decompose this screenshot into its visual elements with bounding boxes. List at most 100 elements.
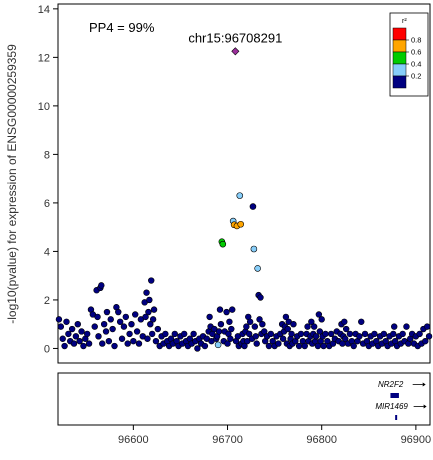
data-point: [162, 331, 168, 337]
data-point: [417, 331, 423, 337]
data-point: [250, 204, 256, 210]
data-point: [362, 331, 368, 337]
data-point: [358, 319, 364, 325]
data-point: [60, 336, 66, 342]
data-point: [228, 326, 234, 332]
data-point: [216, 329, 222, 335]
data-point: [104, 309, 110, 315]
legend-label: 0.6: [411, 48, 421, 57]
data-point: [106, 338, 112, 344]
data-point: [258, 295, 264, 301]
data-point: [311, 324, 317, 330]
data-point: [323, 331, 329, 337]
y-tick-label: 12: [38, 52, 50, 64]
data-point: [313, 333, 319, 339]
data-point: [328, 331, 334, 337]
data-point: [119, 336, 125, 342]
data-point: [62, 343, 68, 349]
legend-title: r²: [402, 18, 407, 25]
legend-label: 0.4: [411, 60, 421, 69]
data-point: [220, 241, 226, 247]
data-point: [291, 321, 297, 327]
data-point: [422, 338, 428, 344]
data-point: [321, 343, 327, 349]
data-point: [71, 341, 77, 347]
data-point: [400, 331, 406, 337]
pp4-annotation: PP4 = 99%: [89, 20, 155, 35]
data-point: [69, 326, 75, 332]
data-point: [253, 333, 259, 339]
data-point: [98, 282, 104, 288]
data-point: [305, 324, 311, 330]
data-point: [372, 331, 378, 337]
x-tick-label: 96900: [401, 434, 432, 446]
data-point: [136, 341, 142, 347]
data-point: [81, 343, 87, 349]
data-point: [75, 321, 81, 327]
data-point: [58, 324, 64, 330]
highlighted-points: [215, 48, 261, 348]
data-point: [319, 316, 325, 322]
data-point: [351, 343, 357, 349]
main-plot-frame: [58, 4, 430, 363]
gene-label: MIR1469: [375, 402, 408, 411]
data-point: [229, 307, 235, 313]
x-tick-label: 96700: [212, 434, 243, 446]
data-point: [391, 324, 397, 330]
data-point: [275, 341, 281, 347]
y-tick-label: 2: [44, 295, 50, 307]
data-point: [390, 331, 396, 337]
data-point: [144, 290, 150, 296]
lead-snp-point: [232, 48, 239, 55]
data-point: [215, 342, 221, 348]
data-point: [84, 331, 90, 337]
data-point: [129, 321, 135, 327]
data-point: [117, 319, 123, 325]
data-point: [296, 343, 302, 349]
data-point: [92, 324, 98, 330]
data-point: [424, 324, 430, 330]
y-tick-label: 6: [44, 198, 50, 210]
data-point: [151, 307, 157, 313]
data-point: [153, 338, 159, 344]
data-point: [103, 329, 109, 335]
data-point: [96, 333, 102, 339]
data-point: [252, 324, 258, 330]
legend-swatch: [393, 52, 406, 64]
data-point: [65, 331, 71, 337]
data-point: [148, 278, 154, 284]
data-point: [134, 329, 140, 335]
background-points: [56, 278, 432, 352]
gene-body: [395, 415, 397, 420]
data-point: [202, 343, 208, 349]
data-point: [343, 326, 349, 332]
legend-label: 0.8: [411, 36, 421, 45]
data-point: [121, 324, 127, 330]
r2-legend: r² 0.80.60.40.2: [390, 13, 428, 96]
data-point: [127, 331, 133, 337]
data-point: [181, 331, 187, 337]
data-point: [146, 297, 152, 303]
gene-label: NR2F2: [378, 380, 404, 389]
y-tick-label: 0: [44, 343, 50, 355]
y-tick-label: 14: [38, 4, 50, 16]
legend-swatch: [393, 40, 406, 52]
data-point: [218, 321, 224, 327]
data-point: [302, 343, 308, 349]
y-axis: 02468101214: [38, 4, 58, 356]
gene-strand-arrowhead: [423, 383, 426, 387]
data-point: [108, 316, 114, 322]
data-point: [172, 331, 178, 337]
data-point: [79, 329, 85, 335]
data-point: [110, 326, 116, 332]
data-point: [247, 319, 253, 325]
x-axis: 96600 96700 96800 96900: [118, 425, 431, 446]
x-tick-label: 96800: [306, 434, 337, 446]
data-point: [356, 333, 362, 339]
y-tick-label: 10: [38, 101, 50, 113]
data-point: [95, 314, 101, 320]
gene-strand-arrowhead: [424, 405, 427, 409]
data-point: [237, 193, 243, 199]
data-point: [145, 336, 151, 342]
